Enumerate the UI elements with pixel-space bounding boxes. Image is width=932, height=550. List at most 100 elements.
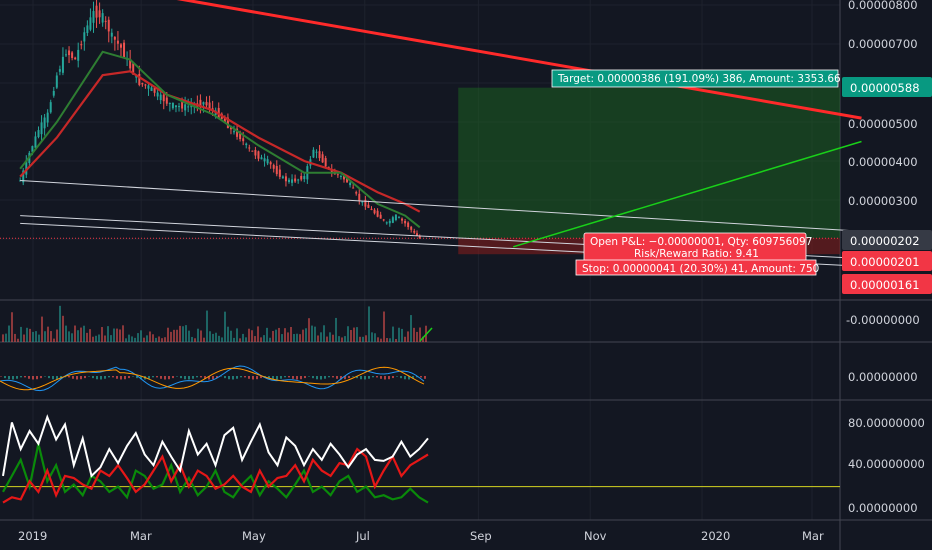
candle-body-125	[401, 218, 404, 221]
candle-body-69	[229, 126, 232, 130]
macd-histogram-bar	[40, 376, 42, 379]
axes: 0.00000800 0.00000700 0.00000500 0.00000…	[18, 0, 925, 543]
volume-bar	[89, 329, 91, 342]
macd-histogram-bar	[392, 376, 394, 379]
volume-bar	[92, 336, 94, 342]
candle-body-112	[361, 201, 364, 203]
volume-bar	[272, 330, 274, 342]
candle-body-131	[418, 235, 421, 239]
candle-body-67	[223, 117, 226, 123]
volume-bar	[239, 338, 241, 342]
candle-body-87	[284, 176, 287, 182]
candle-body-60	[202, 102, 205, 105]
x-tick-may: May	[242, 529, 266, 543]
macd-histogram-bar	[24, 376, 26, 378]
volume-bar	[197, 328, 199, 342]
volume-bar	[404, 336, 406, 342]
price-pane	[19, 0, 862, 267]
macd-histogram-bar	[304, 376, 306, 379]
candle-body-96	[312, 149, 315, 158]
candle-body-75	[248, 147, 251, 149]
candle-body-20	[80, 44, 83, 46]
candle-body-12	[55, 75, 58, 88]
macd-histogram-bar	[372, 376, 374, 378]
candle-body-33	[119, 44, 122, 48]
candle-body-121	[388, 220, 391, 224]
volume-bar	[38, 334, 40, 342]
price-axis-label-1: 0.00000700	[848, 37, 918, 51]
volume-bar	[140, 330, 142, 342]
candle-body-130	[416, 233, 419, 236]
macd-histogram-bar	[160, 376, 162, 379]
macd-histogram-bar	[332, 376, 334, 378]
stop-label-bg	[575, 259, 817, 276]
macd-histogram-bar	[116, 376, 118, 379]
macd-axis-label: 0.00000000	[848, 370, 918, 384]
volume-bar	[224, 311, 226, 342]
macd-histogram-bar	[120, 376, 122, 380]
candle-body-86	[281, 176, 284, 179]
macd-histogram-bar	[108, 376, 110, 378]
candle-body-19	[77, 49, 80, 61]
volume-bar	[248, 328, 250, 342]
macd-histogram-bar	[204, 376, 206, 379]
macd-histogram-bar	[340, 376, 342, 380]
volume-bar	[341, 337, 343, 342]
candle-body-122	[391, 217, 394, 223]
volume-bar	[359, 336, 361, 342]
stop-label: Stop: 0.00000041 (20.30%) 41, Amount: 75…	[582, 263, 819, 275]
volume-bar	[377, 337, 379, 342]
volume-bar	[2, 334, 4, 342]
dmi-plus-line	[2, 443, 429, 504]
volume-bar	[77, 330, 79, 342]
candle-body-107	[346, 178, 349, 183]
macd-histogram-bar	[44, 376, 46, 377]
candle-body-98	[318, 151, 321, 159]
volume-bar	[20, 326, 22, 342]
macd-histogram-bar	[384, 376, 386, 380]
volume-bar	[290, 326, 292, 342]
candle-body-101	[327, 166, 330, 168]
volume-bar	[17, 338, 19, 342]
volume-bar	[257, 326, 259, 342]
macd-histogram-bar	[96, 376, 98, 380]
volume-bar	[311, 325, 313, 342]
volume-bar	[131, 336, 133, 342]
candle-body-77	[254, 149, 257, 156]
macd-histogram-bar	[124, 376, 126, 380]
candle-body-61	[205, 101, 208, 106]
candle-body-31	[113, 37, 116, 40]
volume-bar	[8, 325, 10, 342]
macd-histogram-bar	[300, 376, 302, 380]
macd-histogram-bar	[360, 376, 362, 380]
candle-body-51	[174, 105, 177, 108]
candle-body-8	[43, 117, 46, 129]
volume-bar	[299, 334, 301, 342]
x-tick-2019: 2019	[18, 529, 47, 543]
volume-bar	[122, 325, 124, 342]
volume-bar	[401, 328, 403, 342]
macd-histogram-bar	[0, 376, 2, 377]
volume-bar	[362, 336, 364, 342]
candle-body-46	[159, 94, 162, 101]
volume-bar	[218, 335, 220, 342]
candle-body-78	[257, 151, 260, 159]
macd-histogram-bar	[80, 376, 82, 380]
macd-line	[0, 365, 425, 392]
volume-bar	[173, 329, 175, 342]
dmi-axis-label-0: 80.00000000	[848, 416, 925, 430]
macd-histogram-bar	[416, 376, 418, 378]
macd-histogram-bar	[192, 376, 194, 379]
macd-histogram-bar	[52, 376, 54, 380]
candle-body-74	[245, 143, 248, 146]
candle-body-47	[162, 94, 165, 102]
macd-histogram-bar	[244, 376, 246, 378]
volume-bar	[182, 326, 184, 342]
macd-histogram-bar	[276, 376, 278, 380]
candle-body-71	[236, 128, 239, 137]
volume-bar	[269, 337, 271, 342]
candle-body-115	[370, 208, 373, 210]
candle-body-129	[413, 230, 416, 233]
volume-bar	[236, 328, 238, 342]
